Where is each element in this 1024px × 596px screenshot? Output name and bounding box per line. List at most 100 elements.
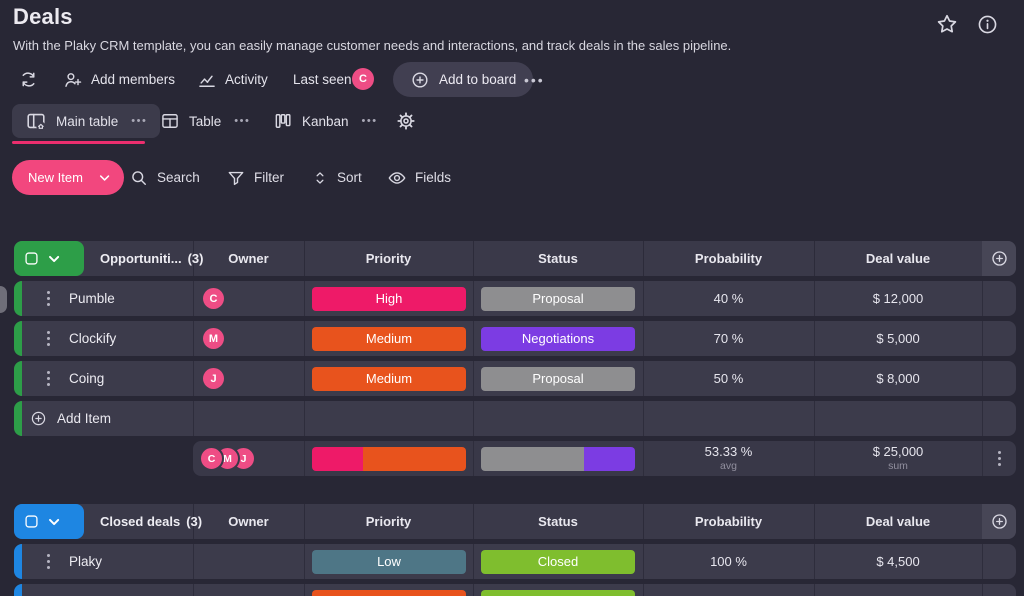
owner-avatar[interactable]: C — [203, 288, 224, 309]
filter-button[interactable]: Filter — [226, 160, 284, 195]
search-button[interactable]: Search — [129, 160, 200, 195]
table-row: Coing J Medium Proposal 50 % $ 8,000 — [14, 361, 1016, 396]
activity-button[interactable]: Activity — [197, 62, 268, 97]
table-row: Pumble C High Proposal 40 % $ 12,000 — [14, 281, 1016, 316]
last-seen-avatar[interactable]: C — [352, 68, 374, 90]
sort-icon — [316, 171, 324, 184]
priority-badge[interactable]: High — [312, 286, 466, 311]
owner-avatar[interactable]: J — [203, 368, 224, 389]
column-header-owner[interactable]: Owner — [228, 251, 269, 266]
column-header-owner[interactable]: Owner — [228, 514, 269, 529]
group-select-checkbox[interactable] — [25, 252, 38, 265]
tab-main-table[interactable]: Main table ••• — [12, 104, 161, 138]
new-item-button[interactable]: New Item — [12, 160, 124, 195]
status-badge[interactable]: Proposal — [481, 286, 635, 311]
deal-value-cell[interactable]: $ 12,000 — [872, 291, 924, 306]
status-badge[interactable] — [481, 589, 635, 596]
row-menu-button[interactable] — [43, 321, 53, 356]
tab-main-table-more-button[interactable]: ••• — [131, 115, 148, 127]
tab-table-more-button[interactable]: ••• — [234, 115, 251, 127]
probability-cell[interactable]: 40 % — [713, 291, 744, 306]
left-collapse-handle[interactable] — [0, 286, 7, 313]
row-menu-button[interactable] — [43, 361, 53, 396]
plus-circle-icon — [412, 71, 428, 88]
priority-badge[interactable]: Medium — [312, 326, 466, 351]
status-badge[interactable]: Proposal — [481, 366, 635, 391]
tab-table[interactable]: Table ••• — [160, 104, 250, 138]
kanban-icon — [275, 114, 291, 128]
priority-badge[interactable]: Medium — [312, 366, 466, 391]
plus-circle-icon — [991, 514, 1007, 529]
owner-avatar[interactable]: M — [203, 328, 224, 349]
column-header-status[interactable]: Status — [538, 514, 578, 529]
priority-bar-segment — [312, 446, 364, 471]
item-name[interactable]: Pumble — [69, 291, 115, 306]
priority-badge[interactable]: Low — [312, 549, 466, 574]
info-button[interactable] — [971, 8, 1003, 40]
add-members-button[interactable]: Add members — [63, 62, 175, 97]
deal-value-cell[interactable]: $ 8,000 — [876, 371, 920, 386]
last-seen: Last seen — [293, 62, 352, 97]
deal-value-sum: $ 25,000 sum — [814, 444, 982, 472]
group-summary-row: C M J 53.33 % avg $ 25,000 sum — [193, 441, 1016, 476]
add-item-button[interactable]: Add Item — [30, 401, 111, 436]
info-icon — [978, 15, 996, 33]
tab-main-table-label: Main table — [56, 113, 119, 129]
chevron-down-icon[interactable] — [48, 255, 60, 263]
group-select-checkbox[interactable] — [25, 515, 38, 528]
tab-kanban-more-button[interactable]: ••• — [361, 115, 378, 127]
probability-cell[interactable]: 100 % — [710, 554, 747, 569]
fields-button[interactable]: Fields — [387, 160, 451, 195]
add-column-button[interactable] — [982, 504, 1016, 539]
row-menu-button[interactable] — [43, 544, 53, 579]
deal-value-cell[interactable]: $ 5,000 — [876, 331, 920, 346]
status-badge[interactable]: Closed — [481, 549, 635, 574]
chevron-down-icon[interactable] — [48, 518, 60, 526]
probability-average: 53.33 % avg — [643, 444, 814, 472]
column-header-priority[interactable]: Priority — [365, 251, 412, 266]
add-column-button[interactable] — [982, 241, 1016, 276]
main-table-icon — [27, 113, 46, 131]
deal-value-cell[interactable]: $ 4,500 — [876, 554, 920, 569]
group-collapse-pill[interactable] — [14, 241, 84, 276]
item-name[interactable]: Coing — [69, 371, 105, 386]
column-header-status[interactable]: Status — [538, 251, 578, 266]
group-title[interactable]: Closed deals (3) — [100, 504, 202, 539]
priority-bar-segment — [363, 446, 466, 471]
chevron-down-icon — [99, 174, 110, 181]
group-header: Closed deals (3) Owner Priority Status Pr… — [14, 504, 1016, 539]
view-settings-button[interactable] — [395, 104, 417, 138]
board-more-button[interactable]: ••• — [524, 62, 545, 97]
add-to-board-button[interactable]: Add to board — [393, 62, 534, 97]
group-more-button[interactable] — [990, 441, 1008, 476]
group-color-bar — [14, 401, 22, 436]
column-header-probability[interactable]: Probability — [694, 514, 763, 529]
probability-average-value: 53.33 % — [704, 444, 753, 459]
tab-table-label: Table — [189, 113, 222, 129]
sync-button[interactable] — [18, 62, 39, 97]
item-name[interactable]: Clockify — [69, 331, 117, 346]
favorite-button[interactable] — [931, 8, 963, 40]
column-header-deal-value[interactable]: Deal value — [865, 251, 931, 266]
probability-cell[interactable]: 70 % — [713, 331, 744, 346]
filter-icon — [228, 171, 244, 185]
page-title: Deals — [13, 4, 73, 29]
column-header-probability[interactable]: Probability — [694, 251, 763, 266]
row-menu-button[interactable] — [43, 281, 53, 316]
probability-cell[interactable]: 50 % — [713, 371, 744, 386]
status-badge[interactable]: Negotiations — [481, 326, 635, 351]
status-distribution-bar — [481, 446, 635, 471]
sort-button[interactable]: Sort — [311, 160, 362, 195]
person-add-icon — [65, 72, 82, 87]
group-title[interactable]: Opportuniti... (3) — [100, 241, 203, 276]
plus-circle-icon — [31, 411, 46, 426]
item-name[interactable]: Plaky — [69, 554, 103, 569]
group-collapse-pill[interactable] — [14, 504, 84, 539]
priority-badge[interactable] — [312, 589, 466, 596]
tab-kanban[interactable]: Kanban ••• — [273, 104, 378, 138]
column-header-priority[interactable]: Priority — [365, 514, 412, 529]
group-count: (3) — [187, 251, 204, 266]
column-header-deal-value[interactable]: Deal value — [865, 514, 931, 529]
group-name: Opportuniti... — [100, 251, 182, 266]
